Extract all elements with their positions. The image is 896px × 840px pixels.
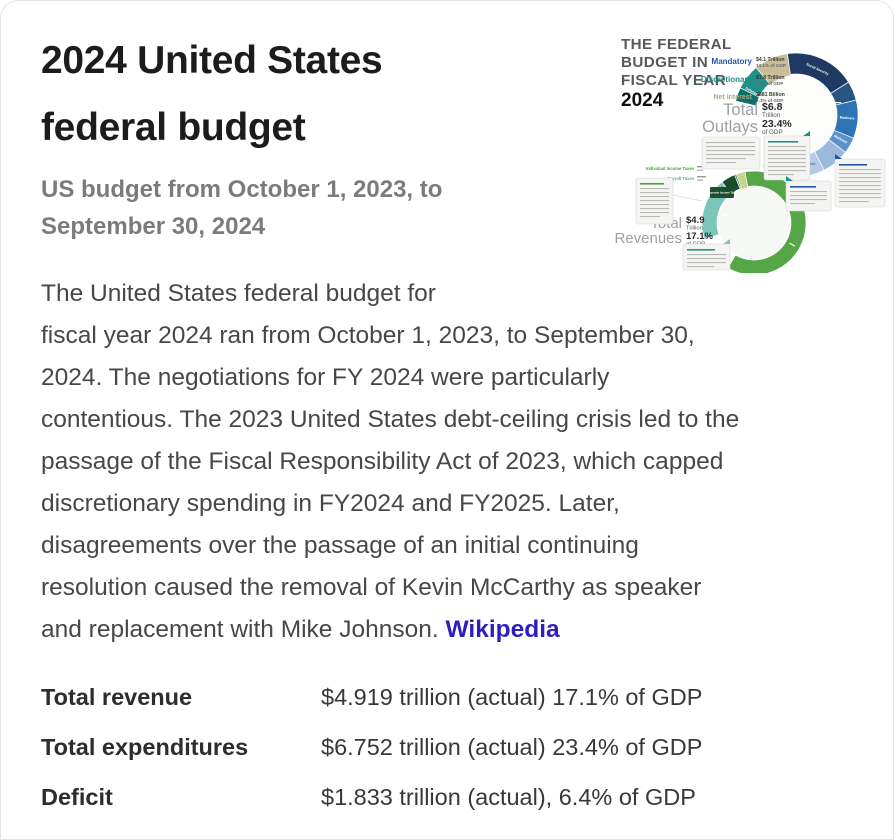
about-paragraph-line: fiscal year 2024 ran from October 1, 202… [41, 322, 695, 349]
about-paragraph: The United States federal budget for fis… [41, 273, 867, 651]
outlays-legend-mandatory-percent: 14.1% of GDP [756, 63, 786, 68]
outlays-center-label: Total Outlays $6.8 Trillion 23.4% of GDP [702, 101, 792, 136]
budget-infographic-svg: THE FEDERAL BUDGET IN FISCAL YEAR 2024 M… [614, 36, 886, 276]
infographic-heading-year: 2024 [621, 90, 664, 111]
segment-label-other: Other [806, 162, 816, 166]
budget-infographic-image[interactable]: THE FEDERAL BUDGET IN FISCAL YEAR 2024 M… [606, 23, 896, 276]
outlays-legend: Mandatory $4.1 Trillion 14.1% of GDP Dis… [701, 57, 786, 103]
outlays-legend-discretionary: Discretionary [701, 75, 753, 84]
about-last-line-text: and replacement with Mike Johnson. [41, 616, 439, 643]
fact-row: Deficit $1.833 trillion (actual), 6.4% of… [41, 772, 867, 822]
callout-box [834, 154, 886, 208]
revenues-legend: Individual Income Taxes Payroll Taxes Co… [646, 166, 739, 198]
revenues-legend-payroll: Payroll Taxes [667, 176, 694, 181]
page-title-line1: 2024 United States [41, 39, 383, 82]
revenues-legend-corporate: Corporate Income Taxes [706, 191, 739, 195]
infographic-heading-line1: THE FEDERAL [621, 36, 732, 53]
callout-box [701, 136, 761, 170]
outlays-title-word1: Total [723, 101, 758, 119]
revenues-percent: 17.1% [686, 231, 713, 242]
callout-box [682, 239, 731, 271]
revenues-amount-unit: Trillion [686, 226, 703, 232]
fact-row: Total revenue $4.919 trillion (actual) 17… [41, 672, 867, 722]
page-subtitle-line2: September 30, 2024 [41, 213, 266, 240]
segment-text-smudge [834, 102, 841, 104]
outlays-percent: 23.4% [762, 118, 792, 130]
outlays-legend-net-interest-amount: $881 Billion [756, 92, 785, 98]
outlays-title-word2: Outlays [702, 118, 758, 136]
revenues-legend-corporate-chip [710, 187, 734, 198]
about-paragraph-line: 2024. The negotiations for FY 2024 were … [41, 364, 610, 391]
outlays-donut-hole [756, 75, 836, 155]
infographic-heading-line3: FISCAL YEAR [621, 72, 726, 89]
legend-value-smudge [697, 166, 706, 168]
fact-value: $1.833 trillion (actual), 6.4% of GDP [321, 784, 696, 810]
outlays-legend-discretionary-amount: $1.8 Trillion [756, 75, 785, 81]
infographic-heading-line2: BUDGET IN [621, 54, 708, 71]
fact-label: Total expenditures [41, 734, 249, 760]
segment-label-medicaid: Medicaid [833, 134, 848, 145]
revenues-amount: $4.9 [686, 215, 705, 226]
about-paragraph-lines: The United States federal budget for fis… [41, 273, 867, 609]
callout-box [763, 131, 811, 181]
about-paragraph-line: disagreements over the passage of an ini… [41, 532, 639, 559]
outlays-percent-unit: of GDP [762, 129, 783, 136]
facts-table: Total revenue $4.919 trillion (actual) 17… [41, 672, 867, 822]
page-title: 2024 United States federal budget [41, 27, 601, 161]
fact-label: Deficit [41, 784, 113, 810]
outlays-legend-mandatory-amount: $4.1 Trillion [756, 57, 785, 63]
callout-box [785, 176, 832, 212]
about-paragraph-line: contentious. The 2023 United States debt… [41, 406, 740, 433]
outlays-legend-net-interest-percent: 3.1% of GDP [756, 98, 783, 103]
about-paragraph-line: resolution caused the removal of Kevin M… [41, 574, 702, 601]
legend-value-smudge [697, 179, 703, 181]
segment-label-medicare: Medicare [840, 115, 855, 120]
legend-value-smudge [697, 176, 706, 178]
revenues-title-word2: Revenues [614, 230, 682, 247]
page-subtitle-line1: US budget from October 1, 2023, to [41, 176, 443, 203]
outlays-legend-mandatory: Mandatory [712, 57, 753, 66]
segment-label-defense: Defense [745, 86, 759, 96]
about-paragraph-line: discretionary spending in FY2024 and FY2… [41, 490, 620, 517]
fact-value: $4.919 trillion (actual) 17.1% of GDP [321, 684, 703, 710]
infographic-callout-boxes [635, 131, 886, 271]
about-paragraph-line: The United States federal budget for [41, 280, 436, 307]
outlays-legend-discretionary-percent: 6.3% of GDP [756, 81, 783, 86]
outlays-amount: $6.8 [762, 101, 783, 113]
page-subtitle: US budget from October 1, 2023, to Septe… [41, 171, 601, 245]
revenues-donut-hole [718, 187, 790, 259]
callout-box [635, 177, 703, 225]
legend-value-smudge [697, 169, 703, 171]
outlays-legend-net-interest: Net Interest [713, 94, 752, 101]
fact-row: Total expenditures $6.752 trillion (actua… [41, 722, 867, 772]
about-paragraph-last-line: and replacement with Mike Johnson. Wikip… [41, 609, 867, 651]
wikipedia-link[interactable]: Wikipedia [445, 616, 560, 643]
about-paragraph-line: passage of the Fiscal Responsibility Act… [41, 448, 724, 475]
fact-value: $6.752 trillion (actual) 23.4% of GDP [321, 734, 703, 760]
fact-label: Total revenue [41, 684, 193, 710]
page-title-line2: federal budget [41, 106, 306, 149]
outlays-amount-unit: Trillion [762, 112, 781, 119]
revenues-legend-individual: Individual Income Taxes [646, 166, 695, 171]
